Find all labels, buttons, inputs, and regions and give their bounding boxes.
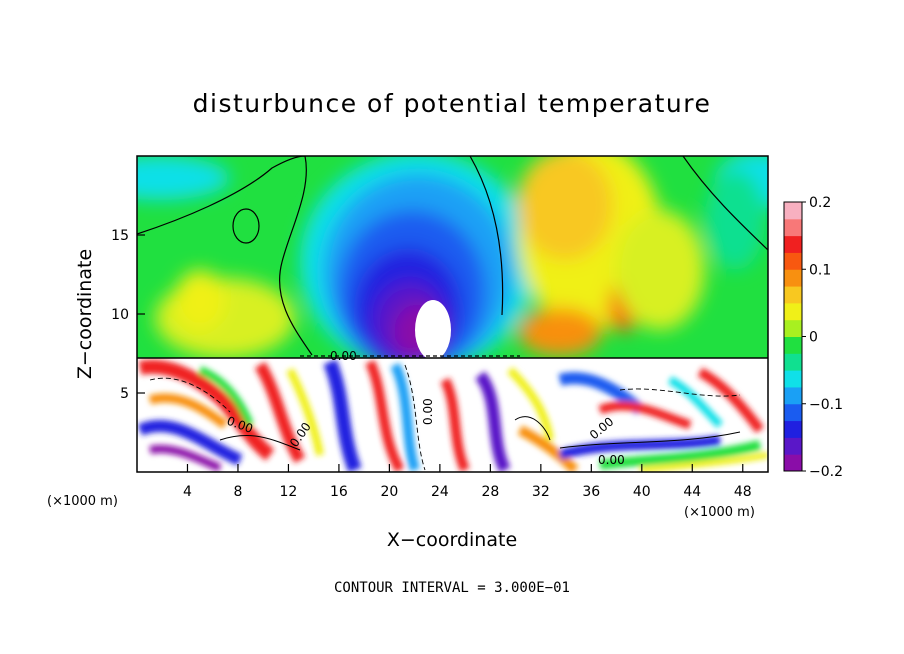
zero-contour-closed-loop — [232, 208, 260, 244]
colorbar-swatch — [784, 437, 802, 455]
field-patch-cyan-left — [137, 156, 230, 200]
colorbar-tick-label: −0.1 — [809, 397, 843, 413]
x-unit-left: (×1000 m) — [47, 494, 118, 509]
colorbar-swatch — [784, 420, 802, 438]
x-tick-label: 32 — [532, 484, 550, 500]
x-tick-label: 8 — [233, 484, 242, 500]
colorbar-swatch — [784, 286, 802, 304]
x-tick-label: 4 — [183, 484, 192, 500]
band-yellow-7 — [639, 452, 768, 472]
colorbar-swatch — [784, 319, 802, 337]
colorbar-swatch — [784, 386, 802, 405]
x-axis-label: X−coordinate — [387, 529, 517, 551]
band-orange-1 — [148, 393, 228, 429]
dashed-contour-3 — [619, 388, 741, 397]
upper-field — [137, 156, 768, 358]
dashed-contour-1 — [149, 377, 231, 413]
field-patch-yellow-left — [155, 278, 295, 358]
field-patch-orange-right2 — [518, 308, 602, 356]
contour-label: 0.00 — [330, 349, 357, 363]
colorbar-swatch — [784, 235, 802, 253]
band-blue-7 — [558, 435, 721, 460]
band-red-4 — [440, 377, 470, 472]
y-axis-label: Z−coordinate — [74, 249, 96, 379]
field-patch-yellow-farright — [615, 210, 705, 330]
band-red-8 — [697, 367, 764, 434]
x-axis: 4 8 12 16 20 24 28 32 36 40 44 48 — [183, 464, 752, 500]
colorbar-tick-label: −0.2 — [809, 464, 843, 480]
band-yellow-2 — [286, 368, 324, 456]
band-yellow-5 — [507, 367, 554, 441]
solid-contour-1 — [219, 434, 301, 451]
colorbar-tick-label: 0.2 — [809, 195, 831, 211]
colorbar-swatch — [784, 336, 802, 354]
chart-title: disturbunce of potential temperature — [193, 89, 712, 118]
colorbar-tick-label: 0.1 — [809, 262, 831, 278]
band-blue-2 — [323, 359, 362, 472]
colorbar-swatch — [784, 252, 802, 270]
band-red-6 — [598, 401, 692, 430]
band-purple-1 — [149, 445, 222, 472]
x-tick-label: 40 — [633, 484, 651, 500]
x-tick-label: 48 — [734, 484, 752, 500]
y-tick-label: 5 — [120, 386, 129, 402]
lower-field — [137, 358, 768, 472]
band-orange-5 — [517, 425, 579, 472]
x-unit-right: (×1000 m) — [684, 505, 755, 520]
solid-contour-2 — [514, 416, 551, 441]
y-tick-label: 10 — [111, 307, 129, 323]
band-cyan-8 — [668, 376, 723, 428]
x-tick-label: 44 — [683, 484, 701, 500]
field-patch-white-center — [415, 300, 451, 358]
zero-contour-upper-right — [682, 156, 768, 251]
x-tick-label: 16 — [330, 484, 348, 500]
colorbar-swatch — [784, 302, 802, 321]
solid-contour-3 — [559, 431, 741, 449]
x-tick-label: 24 — [431, 484, 449, 500]
colorbar-swatch — [784, 454, 802, 472]
contour-label: 0.00 — [598, 453, 625, 467]
band-purple-4 — [475, 371, 511, 472]
band-red-1 — [138, 359, 275, 461]
band-cyan-3 — [390, 362, 420, 472]
x-tick-label: 12 — [280, 484, 298, 500]
colorbar-tick-label: 0 — [809, 330, 818, 346]
colorbar-swatch — [784, 269, 802, 287]
x-tick-label: 36 — [582, 484, 600, 500]
colorbar-swatch — [784, 202, 802, 220]
band-red-2 — [254, 361, 306, 464]
contour-interval: CONTOUR INTERVAL = 3.000E−01 — [334, 580, 570, 596]
x-tick-label: 20 — [380, 484, 398, 500]
band-green-7 — [599, 440, 762, 470]
band-green-1 — [198, 366, 254, 427]
band-red-3 — [365, 359, 405, 472]
colorbar-swatch — [784, 403, 802, 422]
colorbar-swatch — [784, 218, 802, 237]
plot-area: 0.00 0.00 0.00 0.00 0.00 0.00 — [136, 155, 769, 473]
y-axis: 5 10 15 — [111, 228, 145, 402]
y-tick-label: 15 — [111, 228, 129, 244]
field-patch-green-right — [705, 170, 765, 270]
colorbar-swatch — [784, 353, 802, 371]
band-blue-1 — [137, 419, 243, 466]
x-tick-label: 28 — [481, 484, 499, 500]
dashed-contour-2 — [404, 364, 426, 471]
colorbar: 0.2 0.1 0 −0.1 −0.2 — [783, 195, 843, 480]
field-patch-yellow-left2 — [175, 270, 225, 330]
field-patch-orange-right — [517, 156, 613, 260]
colorbar-swatch — [784, 370, 802, 388]
zero-contour-upper-mid — [469, 156, 504, 316]
contour-label: 0.00 — [421, 398, 435, 425]
